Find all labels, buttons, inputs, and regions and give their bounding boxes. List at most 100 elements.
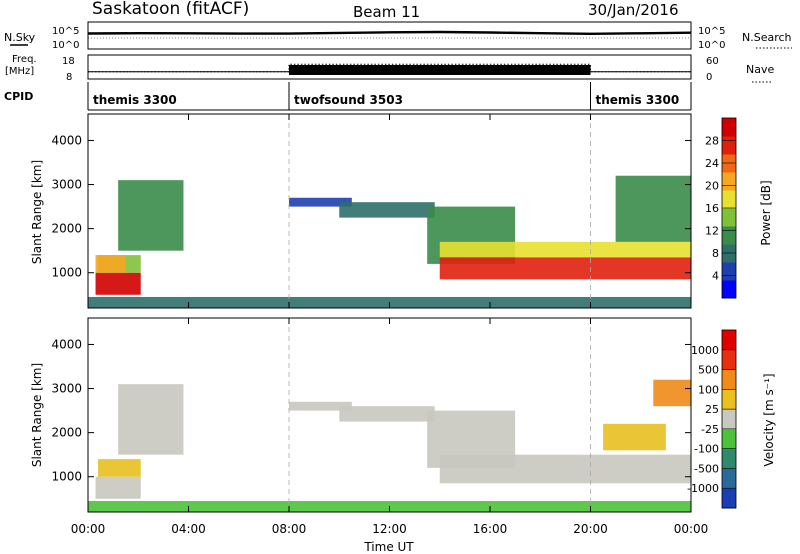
cpid-segment-label: themis 3300: [93, 93, 177, 107]
power-colorbar-tick-label: 12: [705, 225, 719, 238]
power-colorbar-label: Power [dB]: [759, 180, 773, 245]
date-label: 30/Jan/2016: [588, 1, 679, 19]
nsearch-tick-bottom: 10^0: [698, 40, 725, 51]
velocity-colorbar-swatch: [722, 349, 736, 371]
velocity-data-cell: [653, 379, 691, 407]
power-data-cell: [439, 241, 691, 258]
nave-tick-top: 60: [706, 56, 719, 67]
velocity-colorbar-tick-label: -500: [694, 462, 719, 475]
nsky-series-line: [87, 30, 692, 36]
power-data-cell: [439, 257, 691, 280]
velocity-colorbar-tick-label: 25: [705, 403, 719, 416]
beam-label: Beam 11: [353, 3, 420, 21]
time-tick-label: 12:00: [372, 522, 407, 536]
power-colorbar-tick-label: 20: [705, 180, 719, 193]
freq-nave-trace: [88, 63, 691, 75]
power-colorbar-swatch: [722, 226, 736, 245]
time-tick-label: 08:00: [272, 522, 307, 536]
power-colorbar: 28 24 20 16 12 8 4: [705, 117, 737, 299]
velocity-colorbar-swatch: [722, 448, 736, 469]
velocity-colorbar-swatch: [722, 468, 736, 489]
power-ytick-label: 2000: [51, 222, 82, 236]
power-colorbar-swatch: [722, 190, 736, 209]
power-panel: [88, 114, 691, 308]
velocity-colorbar-frame: [721, 329, 737, 509]
velocity-colorbar-tick-label: -1000: [687, 482, 719, 495]
time-tick-label: 04:00: [171, 522, 206, 536]
power-colorbar-tick-label: 4: [712, 270, 719, 283]
velocity-colorbar-swatch: [722, 488, 736, 509]
power-colorbar-swatch: [722, 208, 736, 227]
time-axis: 00:00 04:00 08:00 12:00 16:00 20:00 00:00: [71, 114, 709, 536]
nave-tick-bottom: 0: [706, 72, 712, 83]
freq-label-unit: [MHz]: [5, 66, 34, 77]
nsky-trace: [87, 30, 692, 39]
velocity-colorbar-swatch: [722, 428, 736, 450]
velocity-colorbar-tick-label: -100: [694, 443, 719, 456]
cpid-segment-label: themis 3300: [596, 93, 680, 107]
power-colorbar-tick-label: 24: [705, 157, 719, 170]
power-ytick-label: 4000: [51, 133, 82, 147]
power-yticks: 1000 2000 3000 4000: [51, 133, 691, 280]
power-data-cell: [95, 272, 141, 295]
velocity-ytick-label: 1000: [51, 470, 82, 484]
velocity-colorbar-swatch: [722, 330, 736, 351]
freq-tick-bottom: 8: [66, 72, 72, 83]
nsky-panel-frame: [87, 21, 692, 50]
time-axis-label: Time UT: [363, 540, 414, 554]
power-data-cell: [289, 197, 352, 207]
velocity-colorbar-swatch: [722, 409, 736, 430]
nsky-tick-bottom: 10^0: [52, 40, 79, 51]
power-ytick-label: 3000: [51, 178, 82, 192]
twofsound-freq-block: [289, 65, 591, 75]
time-tick-label: 16:00: [473, 522, 508, 536]
nsky-tick-top: 10^5: [52, 26, 79, 37]
time-tick-label: 00:00: [674, 522, 709, 536]
cpid-row: themis 3300 twofsound 3503 themis 3300: [87, 82, 692, 110]
power-data-cell: [339, 202, 435, 218]
cpid-label: CPID: [4, 90, 33, 103]
freq-panel-frame: [87, 54, 692, 80]
velocity-colorbar-tick-label: 1000: [691, 344, 719, 357]
nave-label: Nave: [746, 63, 774, 76]
time-tick-label: 20:00: [573, 522, 608, 536]
nsearch-tick-top: 10^5: [698, 26, 725, 37]
velocity-ytick-label: 3000: [51, 382, 82, 396]
velocity-data-cell: [289, 401, 352, 411]
velocity-data-cell: [603, 423, 666, 451]
velocity-data-cell: [439, 454, 691, 484]
velocity-colorbar: 1000 500 100 25 -25 -100 -500 -1000: [687, 329, 737, 509]
velocity-colorbar-tick-label: -25: [701, 423, 719, 436]
velocity-colorbar-swatch: [722, 369, 736, 390]
cpid-segment-label: twofsound 3503: [294, 93, 403, 107]
power-data-cell: [615, 175, 691, 242]
power-ytick-label: 1000: [51, 266, 82, 280]
power-ylabel: Slant Range [km]: [30, 160, 44, 264]
velocity-ytick-label: 4000: [51, 337, 82, 351]
velocity-colorbar-swatch: [722, 389, 736, 410]
power-colorbar-tick-label: 16: [705, 202, 719, 215]
power-colorbar-swatch: [722, 118, 736, 137]
time-tick-label: 00:00: [71, 522, 106, 536]
station-title: Saskatoon (fitACF): [92, 0, 249, 19]
velocity-ylabel: Slant Range [km]: [30, 363, 44, 467]
power-data-cell: [118, 180, 184, 251]
velocity-colorbar-label: Velocity [m s⁻¹]: [762, 373, 776, 466]
power-colorbar-swatch: [722, 172, 736, 191]
freq-tick-top: 18: [62, 56, 75, 67]
nsky-label: N.Sky: [4, 31, 36, 44]
velocity-ytick-label: 2000: [51, 426, 82, 440]
velocity-data-cell: [98, 459, 141, 477]
power-colorbar-swatch: [722, 262, 736, 281]
velocity-data-cell: [118, 384, 184, 455]
velocity-data-cell: [95, 476, 141, 499]
velocity-colorbar-tick-label: 100: [698, 383, 719, 396]
nsearch-label: N.Search: [742, 31, 792, 44]
velocity-panel: [88, 318, 691, 512]
velocity-colorbar-tick-label: 500: [698, 364, 719, 377]
power-colorbar-swatch: [722, 136, 736, 155]
velocity-data-cell: [339, 406, 435, 422]
velocity-yticks: 1000 2000 3000 4000: [51, 337, 691, 484]
freq-label-top: Freq.: [12, 54, 37, 65]
